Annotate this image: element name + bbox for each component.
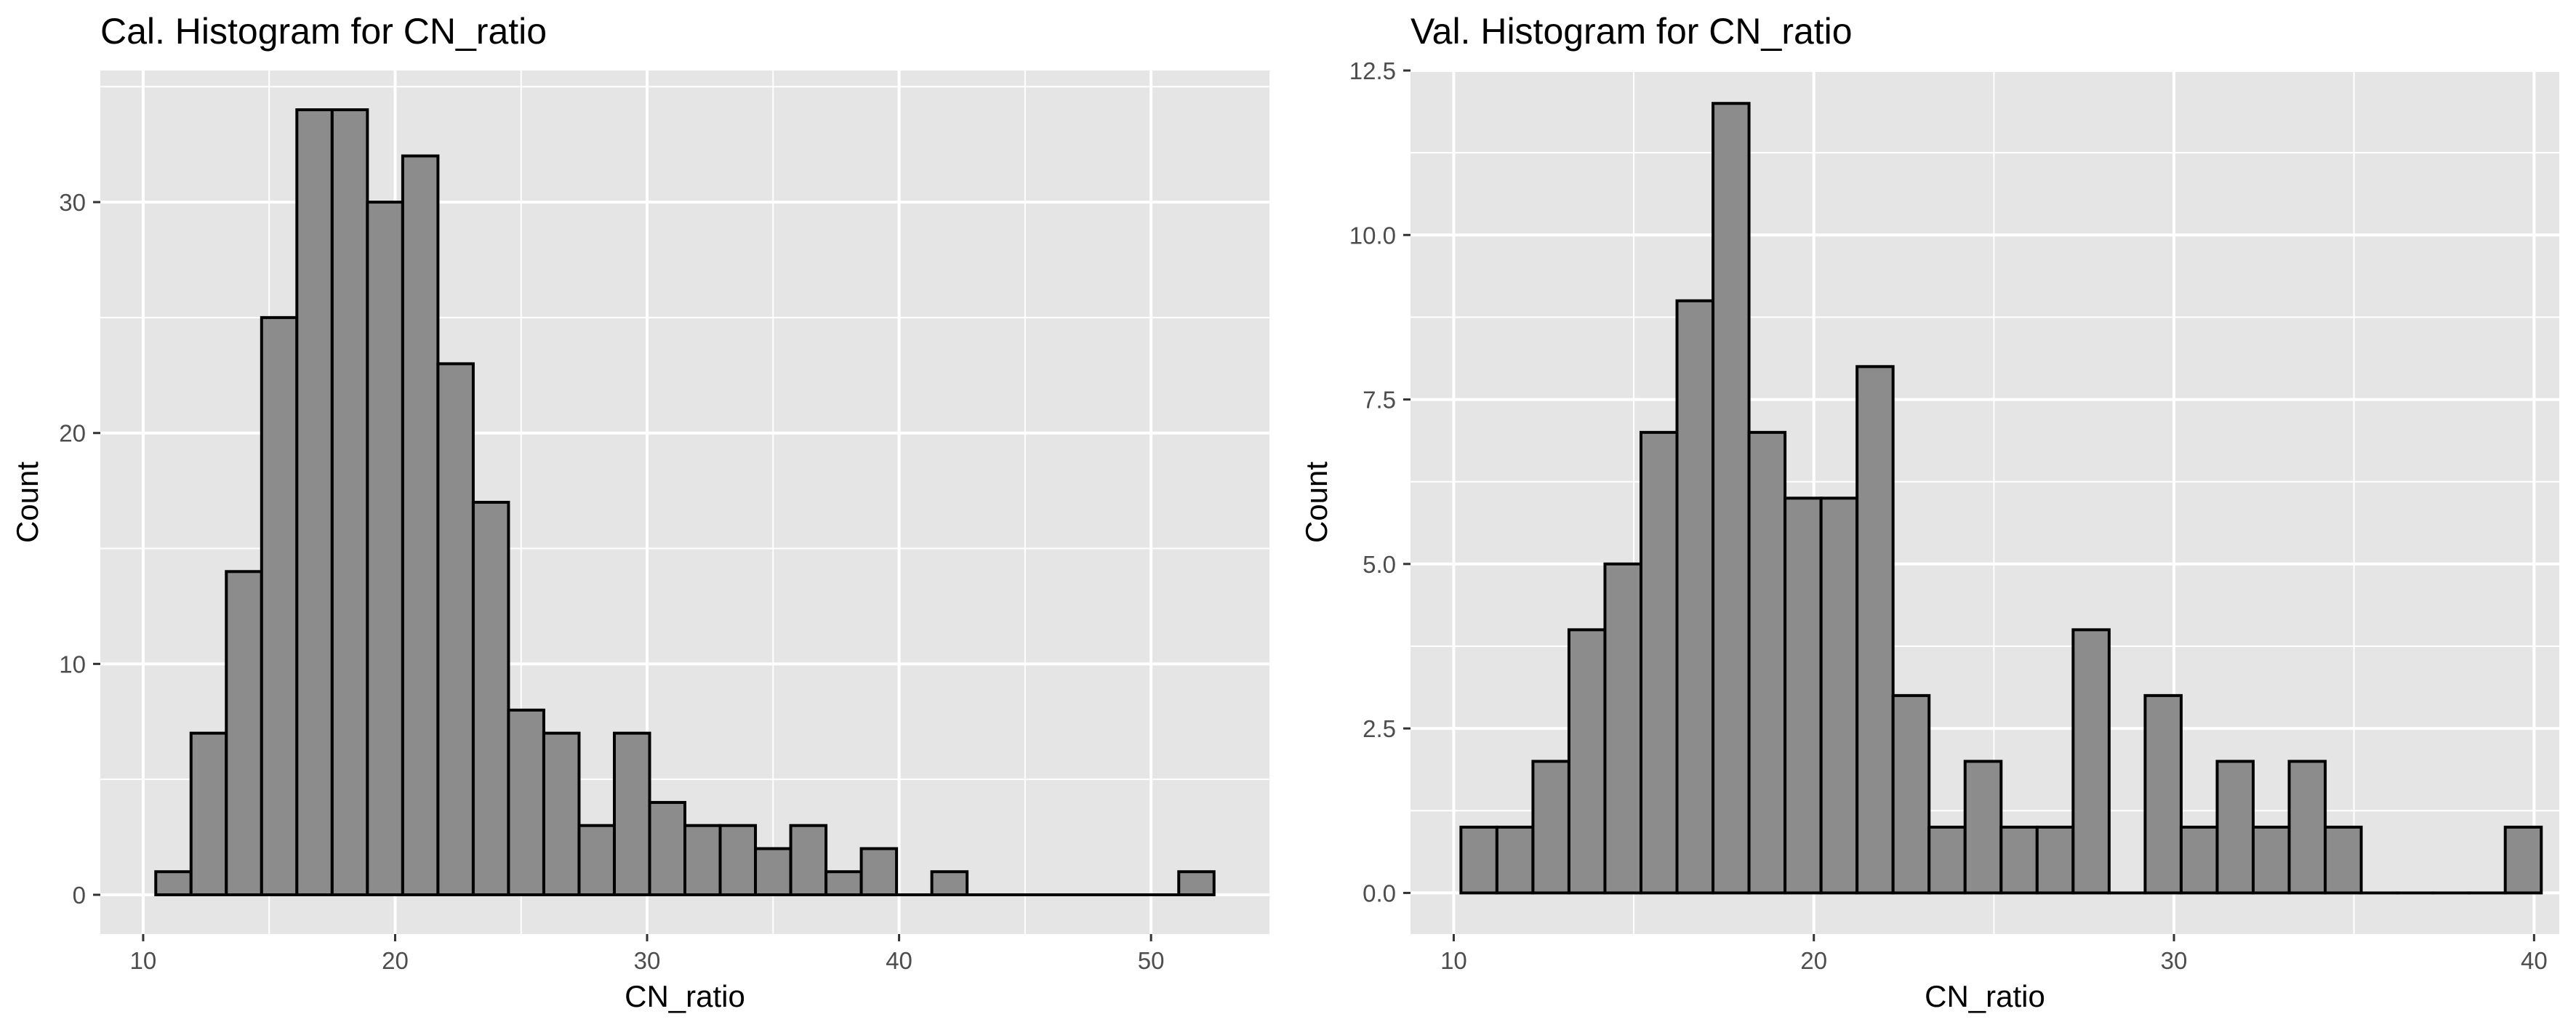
y-tick-label: 10 [59, 651, 86, 677]
chart-title: Cal. Histogram for CN_ratio [100, 11, 547, 52]
y-axis-ticks: 0.0 2.5 5.0 7.5 10.0 12.5 [1349, 57, 1411, 906]
cal-histogram-chart: Cal. Histogram for CN_ratio 10 20 30 40 50 0… [10, 11, 1269, 1013]
y-tick-label: 10.0 [1349, 222, 1396, 249]
histogram-bar [436, 362, 475, 897]
histogram-bar [225, 570, 263, 896]
x-tick-label: 30 [634, 947, 661, 974]
x-tick-label: 20 [382, 947, 409, 974]
histogram-bar [2035, 825, 2075, 895]
histogram-bar [330, 108, 369, 896]
y-tick-label: 2.5 [1363, 715, 1396, 742]
x-axis-title: CN_ratio [1925, 979, 2045, 1013]
y-axis-ticks: 0 10 20 30 [59, 189, 100, 909]
histogram-bar [189, 731, 228, 896]
x-axis-ticks: 10 20 30 40 [1440, 934, 2548, 974]
histogram-bar [1459, 825, 1498, 895]
chart-title: Val. Histogram for CN_ratio [1411, 11, 1853, 52]
histogram-bar [1712, 102, 1751, 895]
histogram-bar [154, 870, 193, 897]
y-tick-label: 7.5 [1363, 387, 1396, 414]
histogram-bar [295, 108, 334, 896]
histogram-bar [2179, 825, 2219, 895]
histogram-bar [683, 824, 722, 897]
x-tick-label: 10 [130, 947, 157, 974]
histogram-bar [718, 824, 758, 897]
histogram-bar [612, 731, 651, 896]
histogram-bar [648, 800, 687, 896]
histogram-bar [2143, 693, 2183, 895]
y-tick-label: 0.0 [1363, 880, 1396, 906]
y-axis-title: Count [10, 462, 44, 543]
histogram-bar [930, 870, 969, 897]
histogram-bar [260, 315, 299, 897]
y-tick-label: 12.5 [1349, 57, 1396, 84]
x-tick-label: 40 [886, 947, 912, 974]
histogram-bar [471, 501, 510, 896]
histogram-bar [2215, 760, 2255, 895]
x-tick-label: 20 [1800, 947, 1827, 974]
histogram-bar [1639, 430, 1679, 895]
histogram-bar [1531, 760, 1570, 895]
histogram-bar [1927, 825, 1967, 895]
histogram-bar [542, 731, 581, 896]
x-tick-label: 40 [2521, 947, 2548, 974]
y-tick-label: 0 [73, 882, 86, 909]
histogram-bar [2503, 825, 2543, 895]
histogram-bar [1891, 693, 1931, 895]
x-tick-label: 10 [1440, 947, 1467, 974]
histogram-bar [1603, 562, 1642, 895]
histogram-bar [789, 824, 828, 897]
y-axis-title: Count [1299, 462, 1333, 543]
x-tick-label: 30 [2161, 947, 2188, 974]
histogram-bar [1855, 365, 1895, 895]
histogram-bar [1495, 825, 1535, 895]
histogram-bars [154, 108, 1216, 897]
histogram-bar [1783, 496, 1823, 895]
histogram-bar [1747, 430, 1787, 895]
histogram-bar [577, 824, 616, 897]
x-axis-ticks: 10 20 30 40 50 [130, 934, 1165, 974]
val-histogram-chart: Val. Histogram for CN_ratio 10 20 30 40 0.0… [1299, 11, 2559, 1013]
histogram-bar [754, 847, 793, 896]
histogram-bar [1999, 825, 2039, 895]
histogram-bar [2071, 628, 2111, 895]
histogram-bar [1963, 760, 2003, 895]
histogram-bar [366, 201, 404, 896]
y-tick-label: 5.0 [1363, 551, 1396, 578]
histogram-bar [824, 870, 863, 897]
histogram-bar [1819, 496, 1859, 895]
histogram-bar [2287, 760, 2327, 895]
y-tick-label: 30 [59, 189, 86, 216]
y-tick-label: 20 [59, 420, 86, 447]
histogram-bar [1675, 299, 1715, 895]
histogram-bar [1177, 870, 1216, 897]
x-tick-label: 50 [1138, 947, 1165, 974]
histogram-bar [1567, 628, 1607, 895]
x-axis-title: CN_ratio [625, 979, 745, 1013]
histogram-bars [1459, 102, 2543, 895]
histogram-bar [2324, 825, 2363, 895]
histogram-bar [2251, 825, 2291, 895]
histogram-bar [401, 154, 440, 896]
histogram-bar [859, 847, 899, 896]
histogram-bar [507, 708, 545, 896]
